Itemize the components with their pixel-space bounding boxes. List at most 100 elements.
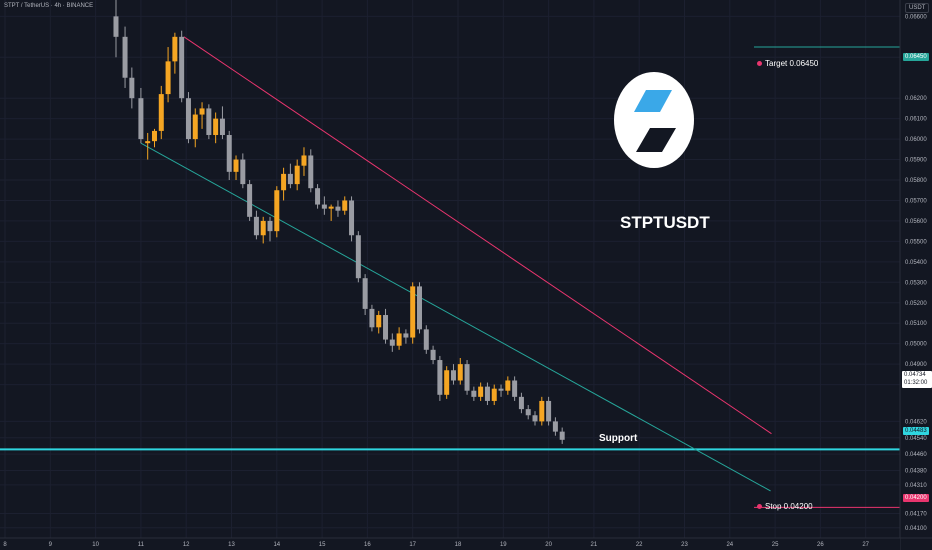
bear-candle <box>308 155 314 189</box>
bull-candle <box>342 200 348 211</box>
y-tick-label: 0.04380 <box>905 468 927 474</box>
y-tick-label: 0.06200 <box>905 96 927 102</box>
x-tick-label: 16 <box>364 542 371 548</box>
y-tick-label: 0.04620 <box>905 419 927 425</box>
y-tick-label: 0.04170 <box>905 511 927 517</box>
bear-candle <box>267 220 273 232</box>
x-tick-label: 19 <box>500 542 507 548</box>
level-lines <box>0 46 932 508</box>
support-price-tag: 0.04483 <box>903 427 929 435</box>
stop-icon <box>757 504 762 510</box>
target-note: Target 0.06450 <box>757 59 818 68</box>
bull-candle <box>233 159 239 172</box>
bear-candle <box>389 339 395 346</box>
currency-button[interactable]: USDT <box>905 3 930 13</box>
bear-candle <box>512 380 518 397</box>
bull-candle <box>457 364 463 381</box>
stpt-logo <box>614 72 694 168</box>
bull-candle <box>301 155 307 166</box>
bear-candle <box>122 36 128 78</box>
bear-candle <box>403 333 409 338</box>
bear-candle <box>240 159 246 185</box>
bull-candle <box>539 400 545 422</box>
x-axis-panel <box>0 538 900 550</box>
candles <box>113 0 565 444</box>
x-tick-label: 20 <box>545 542 552 548</box>
y-tick-label: 0.05000 <box>905 342 927 348</box>
y-tick-label: 0.05300 <box>905 280 927 286</box>
x-tick-label: 14 <box>273 542 280 548</box>
bear-candle <box>185 98 191 140</box>
y-tick-label: 0.05200 <box>905 301 927 307</box>
bear-candle <box>383 315 389 340</box>
bear-candle <box>498 388 504 391</box>
x-tick-label: 12 <box>183 542 190 548</box>
x-tick-label: 22 <box>636 542 643 548</box>
y-tick-label: 0.05100 <box>905 321 927 327</box>
bear-candle <box>525 409 531 416</box>
x-tick-label: 23 <box>681 542 688 548</box>
stop-price-tag: 0.04200 <box>903 494 929 502</box>
bull-candle <box>260 220 266 236</box>
x-tick-label: 15 <box>319 542 326 548</box>
y-tick-label: 0.04900 <box>905 362 927 368</box>
bear-candle <box>335 206 341 211</box>
bear-candle <box>518 396 524 410</box>
resistance-line <box>183 36 772 435</box>
chart-grid <box>0 0 900 538</box>
bear-candle <box>349 200 355 236</box>
x-tick-label: 17 <box>409 542 416 548</box>
bear-candle <box>179 36 185 99</box>
bull-candle <box>410 286 416 338</box>
target-price-tag: 0.06450 <box>903 53 929 61</box>
y-axis-panel <box>900 0 932 550</box>
bull-candle <box>491 388 497 401</box>
y-tick-label: 0.05900 <box>905 158 927 164</box>
y-tick-label: 0.05500 <box>905 239 927 245</box>
bear-candle <box>552 421 558 432</box>
bear-candle <box>321 204 327 209</box>
y-tick-label: 0.05800 <box>905 178 927 184</box>
bear-candle <box>546 400 552 422</box>
bear-candle <box>532 415 538 422</box>
bull-candle <box>151 130 157 142</box>
bull-candle <box>145 141 151 144</box>
bear-candle <box>362 278 368 309</box>
y-tick-label: 0.04310 <box>905 483 927 489</box>
bull-candle <box>376 315 382 328</box>
y-tick-label: 0.04460 <box>905 452 927 458</box>
bull-candle <box>199 108 205 115</box>
bull-candle <box>165 61 171 95</box>
x-tick-label: 25 <box>772 542 779 548</box>
bear-candle <box>464 364 470 391</box>
target-icon <box>757 61 762 67</box>
support-label: Support <box>599 433 638 444</box>
bear-candle <box>450 370 456 381</box>
bull-candle <box>172 36 178 62</box>
x-axis: 8 9 10 11 12 13 14 15 16 17 18 19 20 21 22 23 24 25 26 27 <box>0 537 932 550</box>
x-tick-label: 24 <box>726 542 733 548</box>
y-tick-label: 0.06600 <box>905 14 927 20</box>
y-tick-label: 0.05600 <box>905 219 927 225</box>
bear-candle <box>437 360 443 395</box>
stop-note: Stop 0.04200 <box>757 502 813 511</box>
bear-candle <box>206 108 212 136</box>
bull-candle <box>444 370 450 395</box>
bull-candle <box>294 165 300 185</box>
bear-candle <box>315 188 321 205</box>
chart-title: STPTUSDT <box>620 213 710 232</box>
bear-candle <box>369 308 375 328</box>
bull-candle <box>213 118 219 136</box>
y-tick-label: 0.06100 <box>905 117 927 123</box>
bull-candle <box>396 333 402 346</box>
x-tick-label: 9 <box>49 542 53 548</box>
bull-candle <box>192 114 198 140</box>
x-tick-label: 11 <box>138 542 145 548</box>
bear-candle <box>113 16 119 37</box>
bear-candle <box>287 173 293 185</box>
target-note-text: Target 0.06450 <box>765 59 819 68</box>
bear-candle <box>138 98 144 140</box>
y-tick-label: 0.04540 <box>905 436 927 442</box>
